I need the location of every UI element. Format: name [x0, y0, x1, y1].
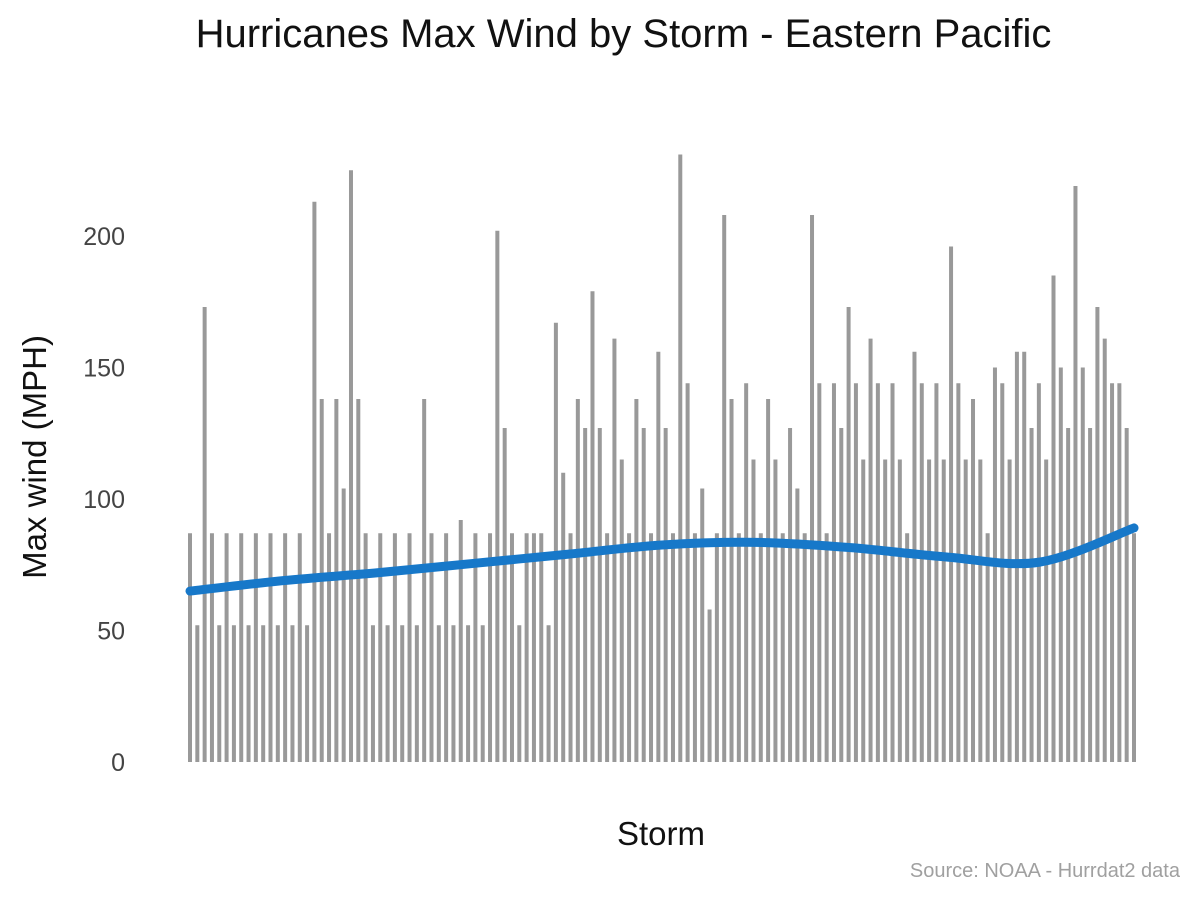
chart-title: Hurricanes Max Wind by Storm - Eastern P…	[195, 12, 1052, 56]
y-tick-label: 100	[83, 486, 125, 514]
y-tick-label: 200	[83, 223, 125, 251]
source-caption: Source: NOAA - Hurrdat2 data	[909, 860, 1180, 882]
y-axis-ticks: 0 50 100 150 200	[83, 223, 125, 777]
trend-line	[185, 523, 1139, 596]
y-tick-label: 50	[97, 618, 125, 646]
x-axis-title: Storm	[617, 815, 705, 852]
y-tick-label: 150	[83, 355, 125, 383]
bars-layer	[188, 154, 1136, 762]
y-axis-title: Max wind (MPH)	[16, 335, 53, 579]
y-tick-label: 0	[111, 749, 125, 777]
